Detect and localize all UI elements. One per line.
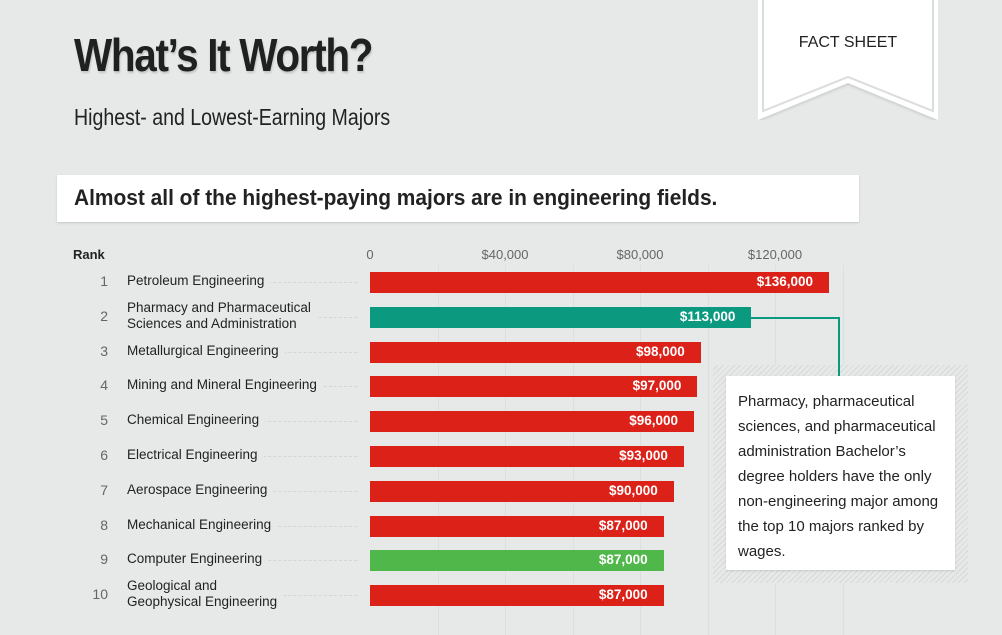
bar-value-label: $96,000 [629, 413, 678, 429]
callout-text: Pharmacy, pharmaceutical sciences, and p… [738, 393, 939, 560]
major-label: Mining and Mineral Engineering [127, 377, 323, 394]
bar: $113,000 [370, 306, 752, 328]
bar: $90,000 [370, 480, 674, 502]
bar-value-label: $87,000 [598, 517, 648, 533]
major-label: Chemical Engineering [127, 412, 266, 429]
rank-number: 2 [100, 307, 108, 324]
rank-number: 6 [100, 447, 108, 463]
bar-value-label: $136,000 [756, 274, 813, 289]
gridline [707, 265, 709, 635]
page-title: What’s It Worth? [74, 29, 374, 81]
major-label: Aerospace Engineering [127, 481, 274, 498]
major-label: Mechanical Engineering [127, 516, 278, 533]
rank-number: 5 [100, 412, 108, 429]
bar: $87,000 [370, 585, 664, 607]
chart-heading-banner: Almost all of the highest-paying majors … [57, 175, 859, 222]
bar: $93,000 [370, 446, 684, 467]
x-tick-label: $120,000 [747, 247, 803, 262]
bar-value-label: $113,000 [679, 308, 736, 324]
bar-value-label: $87,000 [598, 552, 648, 568]
bar-value-label: $87,000 [598, 587, 648, 603]
bar: $98,000 [370, 341, 701, 363]
page-subtitle: Highest- and Lowest-Earning Majors [74, 104, 391, 130]
chart-heading: Almost all of the highest-paying majors … [74, 185, 718, 210]
callout-connector-line [749, 317, 839, 319]
callout-box: Pharmacy, pharmaceutical sciences, and p… [726, 376, 955, 570]
bar: $97,000 [370, 376, 698, 398]
bar-value-label: $93,000 [619, 448, 668, 463]
rank-number: 1 [100, 273, 108, 289]
bar: $96,000 [370, 411, 694, 433]
major-label: Metallurgical Engineering [127, 342, 285, 359]
rank-number: 3 [100, 342, 108, 359]
x-tick-label: $80,000 [616, 247, 664, 262]
bar: $87,000 [370, 550, 664, 572]
bar-value-label: $97,000 [632, 378, 682, 394]
rank-number: 9 [100, 551, 108, 568]
major-label: Electrical Engineering [127, 447, 264, 463]
rank-number: 4 [100, 377, 108, 394]
major-label: Geological and Geophysical Engineering [127, 578, 284, 611]
fact-sheet-label: FACT SHEET [798, 34, 898, 51]
bar: $136,000 [370, 272, 829, 293]
rank-number: 10 [92, 586, 108, 603]
major-label: Pharmacy and Pharmaceutical Sciences and… [127, 299, 317, 332]
x-tick-label: 0 [366, 247, 374, 262]
callout-connector-line-vertical [838, 317, 840, 377]
major-label: Computer Engineering [127, 551, 269, 568]
fact-sheet-ribbon-icon [758, 0, 938, 120]
rank-number: 8 [100, 516, 108, 533]
major-label: Petroleum Engineering [127, 273, 271, 289]
rank-number: 7 [100, 481, 108, 498]
bar: $87,000 [370, 515, 664, 537]
rank-column-header: Rank [73, 247, 105, 262]
bar-value-label: $90,000 [608, 482, 658, 498]
x-tick-label: $40,000 [481, 247, 529, 262]
bar-value-label: $98,000 [635, 343, 685, 359]
